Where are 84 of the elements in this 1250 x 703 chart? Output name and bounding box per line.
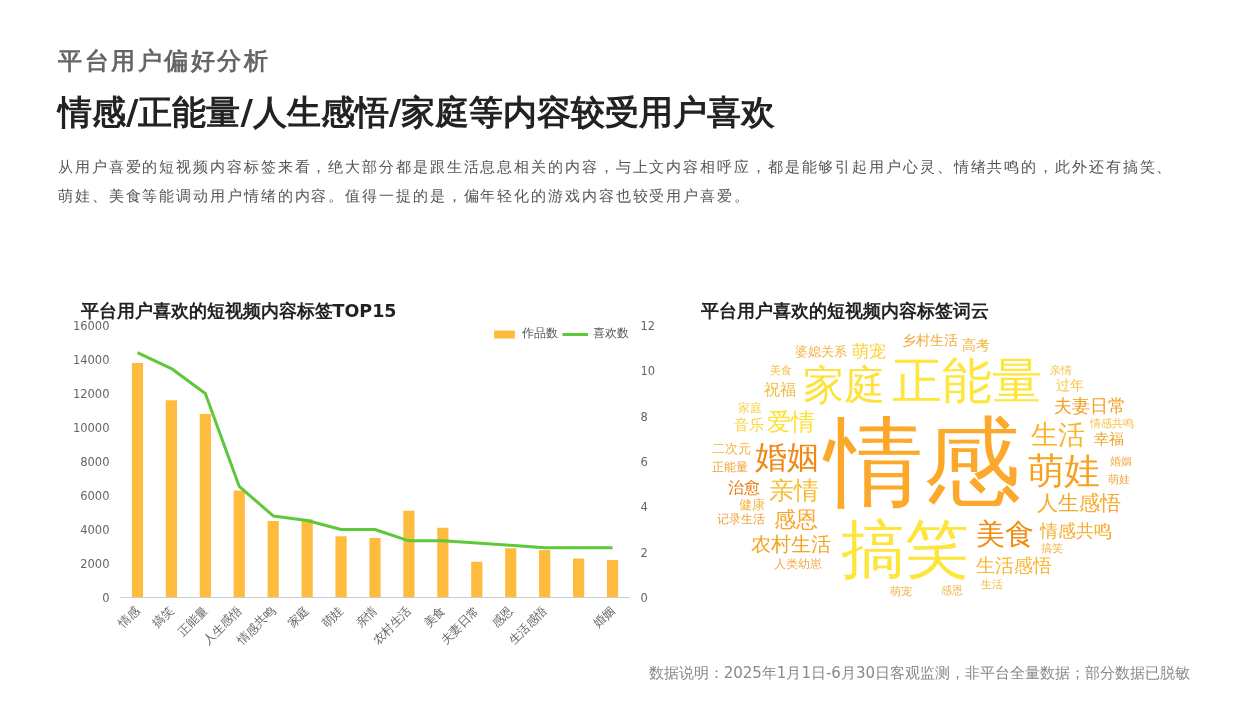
category-label: 祝福 xyxy=(763,379,796,399)
bar xyxy=(267,521,279,598)
category-label: 婚姻 xyxy=(1109,454,1132,468)
y2-tick-label: 4 xyxy=(640,500,648,515)
category-label: 萌宠 xyxy=(852,340,887,361)
bar xyxy=(573,558,585,598)
y-tick-label: 12000 xyxy=(72,387,110,401)
y-tick-label: 2000 xyxy=(80,557,110,571)
category-label: 正能量 xyxy=(711,460,748,474)
category-label: 爱情 xyxy=(767,408,816,437)
category-label: 萌宠 xyxy=(889,584,912,598)
category-label: 家庭 xyxy=(738,400,763,415)
y2-tick-label: 2 xyxy=(640,545,648,560)
category-label: 过年 xyxy=(1055,377,1084,394)
category-label: 情感共鸣 xyxy=(1089,417,1135,431)
category-label: 亲情 xyxy=(768,476,819,506)
x-tick-label: 美食 xyxy=(420,603,448,631)
category-label: 音乐 xyxy=(734,415,765,434)
x-tick-label: 家庭 xyxy=(285,603,313,631)
category-label: 幸福 xyxy=(1093,430,1124,449)
category-label: 生活 xyxy=(980,578,1003,592)
bar xyxy=(606,560,619,598)
bar xyxy=(505,548,517,598)
text: 平台用户偏好分析 xyxy=(58,46,270,77)
y-tick-label: 4000 xyxy=(80,523,110,537)
category-label: 婚姻 xyxy=(754,437,819,476)
line-series xyxy=(135,351,615,550)
category-label: 人生感悟 xyxy=(1036,491,1121,516)
y2-tick-label: 10 xyxy=(640,364,656,379)
text: 情感/正能量/人生感悟/家庭等内容较受用户喜欢 xyxy=(58,91,776,134)
x-tick-label: 搞笑 xyxy=(149,603,177,631)
category-label: 乡村生活 xyxy=(901,332,958,349)
x-tick-label: 情感 xyxy=(114,603,143,632)
text: 数据说明：2025年1月1日-6月30日客观监测，非平台全量数据；部分数据已脱敏 xyxy=(648,663,1190,684)
x-tick-label: 感恩 xyxy=(488,603,516,631)
chart-title: 平台用户喜欢的短视频内容标签TOP15 xyxy=(79,300,397,321)
legend-label: 喜欢数 xyxy=(593,325,629,342)
y2-tick-label: 8 xyxy=(640,409,648,424)
category-label: 感恩 xyxy=(940,584,963,598)
bar xyxy=(471,561,483,598)
category-label: 亲情 xyxy=(1050,363,1073,377)
y-tick-label: 8000 xyxy=(80,455,110,469)
bar xyxy=(403,510,415,598)
category-label: 生活 xyxy=(1031,419,1086,451)
category-label: 美食 xyxy=(769,364,792,378)
category-label: 婆媳关系 xyxy=(794,343,847,359)
y2-tick-label: 12 xyxy=(640,319,656,333)
text: 从用户喜爱的短视频内容标签来看，绝大部分都是跟生活息息相关的内容，与上文内容相呼应，都是能够引起用户心灵、情绪共鸣的，此外还有搞笑、萌娃、美食等能调动用户情绪的内容。值得一提的是，偏年轻化的游戏内容也较受用户喜爱。 xyxy=(58,157,1175,207)
y2-tick-label: 0 xyxy=(640,591,648,605)
y-tick-label: 6000 xyxy=(80,489,110,503)
y-tick-label: 16000 xyxy=(72,319,110,333)
category-label: 农村生活 xyxy=(751,532,832,557)
category-label: 感恩 xyxy=(774,507,819,533)
category-label: 二次元 xyxy=(711,441,751,457)
y-tick-label: 10000 xyxy=(72,421,110,435)
bar xyxy=(131,362,144,598)
y-tick-label: 14000 xyxy=(72,353,110,367)
category-label: 萌娃 xyxy=(1107,473,1130,487)
text: 平台用户喜欢的短视频内容标签词云 xyxy=(699,300,989,321)
bar xyxy=(437,527,449,598)
bar xyxy=(199,413,211,598)
category-label: 夫妻日常 xyxy=(1054,394,1127,416)
bar xyxy=(335,536,347,598)
x-tick-label: 婚姻 xyxy=(590,603,618,631)
legend-label: 作品数 xyxy=(522,325,558,342)
x-tick-label: 亲情 xyxy=(353,603,380,631)
bar xyxy=(301,519,313,598)
category-label: 人类幼崽 xyxy=(774,557,823,572)
category-label: 美食 xyxy=(975,516,1034,551)
category-label: 搞笑 xyxy=(1040,541,1063,555)
category-label: 高考 xyxy=(962,337,991,354)
x-tick-label: 萌娃 xyxy=(319,603,347,631)
category-label: 萌娃 xyxy=(1027,449,1100,491)
category-label: 健康 xyxy=(738,497,765,513)
category-label: 治愈 xyxy=(727,478,760,498)
category-label: 记录生活 xyxy=(716,512,765,527)
category-label: 生活感悟 xyxy=(975,554,1052,577)
y-tick-label: 0 xyxy=(102,591,110,605)
bar xyxy=(165,400,177,598)
y2-tick-label: 6 xyxy=(640,455,648,469)
category-label: 情感共鸣 xyxy=(1039,519,1113,541)
bar xyxy=(369,538,381,598)
bar xyxy=(233,490,245,598)
bar xyxy=(539,549,551,598)
